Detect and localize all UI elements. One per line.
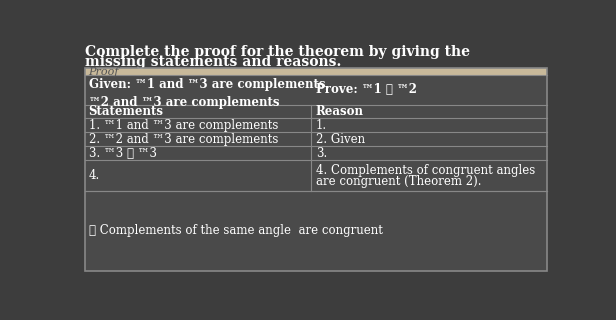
Text: 1.: 1. [316,119,327,132]
Text: are congruent (Theorem 2).: are congruent (Theorem 2). [316,175,481,188]
Text: Reason: Reason [316,105,363,118]
Text: 2. ™2 and ™3 are complements: 2. ™2 and ™3 are complements [89,133,278,146]
Text: missing statements and reasons.: missing statements and reasons. [85,55,341,69]
FancyBboxPatch shape [85,68,546,75]
Text: 3. ™3 ≅ ™3: 3. ™3 ≅ ™3 [89,147,156,160]
Text: ∴ Complements of the same angle  are congruent: ∴ Complements of the same angle are cong… [89,224,383,237]
FancyBboxPatch shape [85,105,546,271]
Text: Prove: ™1 ≅ ™2: Prove: ™1 ≅ ™2 [316,84,417,97]
Text: Complete the proof for the theorem by giving the: Complete the proof for the theorem by gi… [85,44,470,59]
Text: 4. Complements of congruent angles: 4. Complements of congruent angles [316,164,535,177]
Text: 1. ™1 and ™3 are complements: 1. ™1 and ™3 are complements [89,119,278,132]
Text: Proof: Proof [89,67,119,76]
Text: 4.: 4. [89,169,100,182]
Text: Statements: Statements [89,105,164,118]
Text: 2. Given: 2. Given [316,133,365,146]
Text: 3.: 3. [316,147,327,160]
Text: Given: ™1 and ™3 are complements,
™2 and ™3 are complements: Given: ™1 and ™3 are complements, ™2 and… [89,78,329,109]
FancyBboxPatch shape [85,75,546,105]
